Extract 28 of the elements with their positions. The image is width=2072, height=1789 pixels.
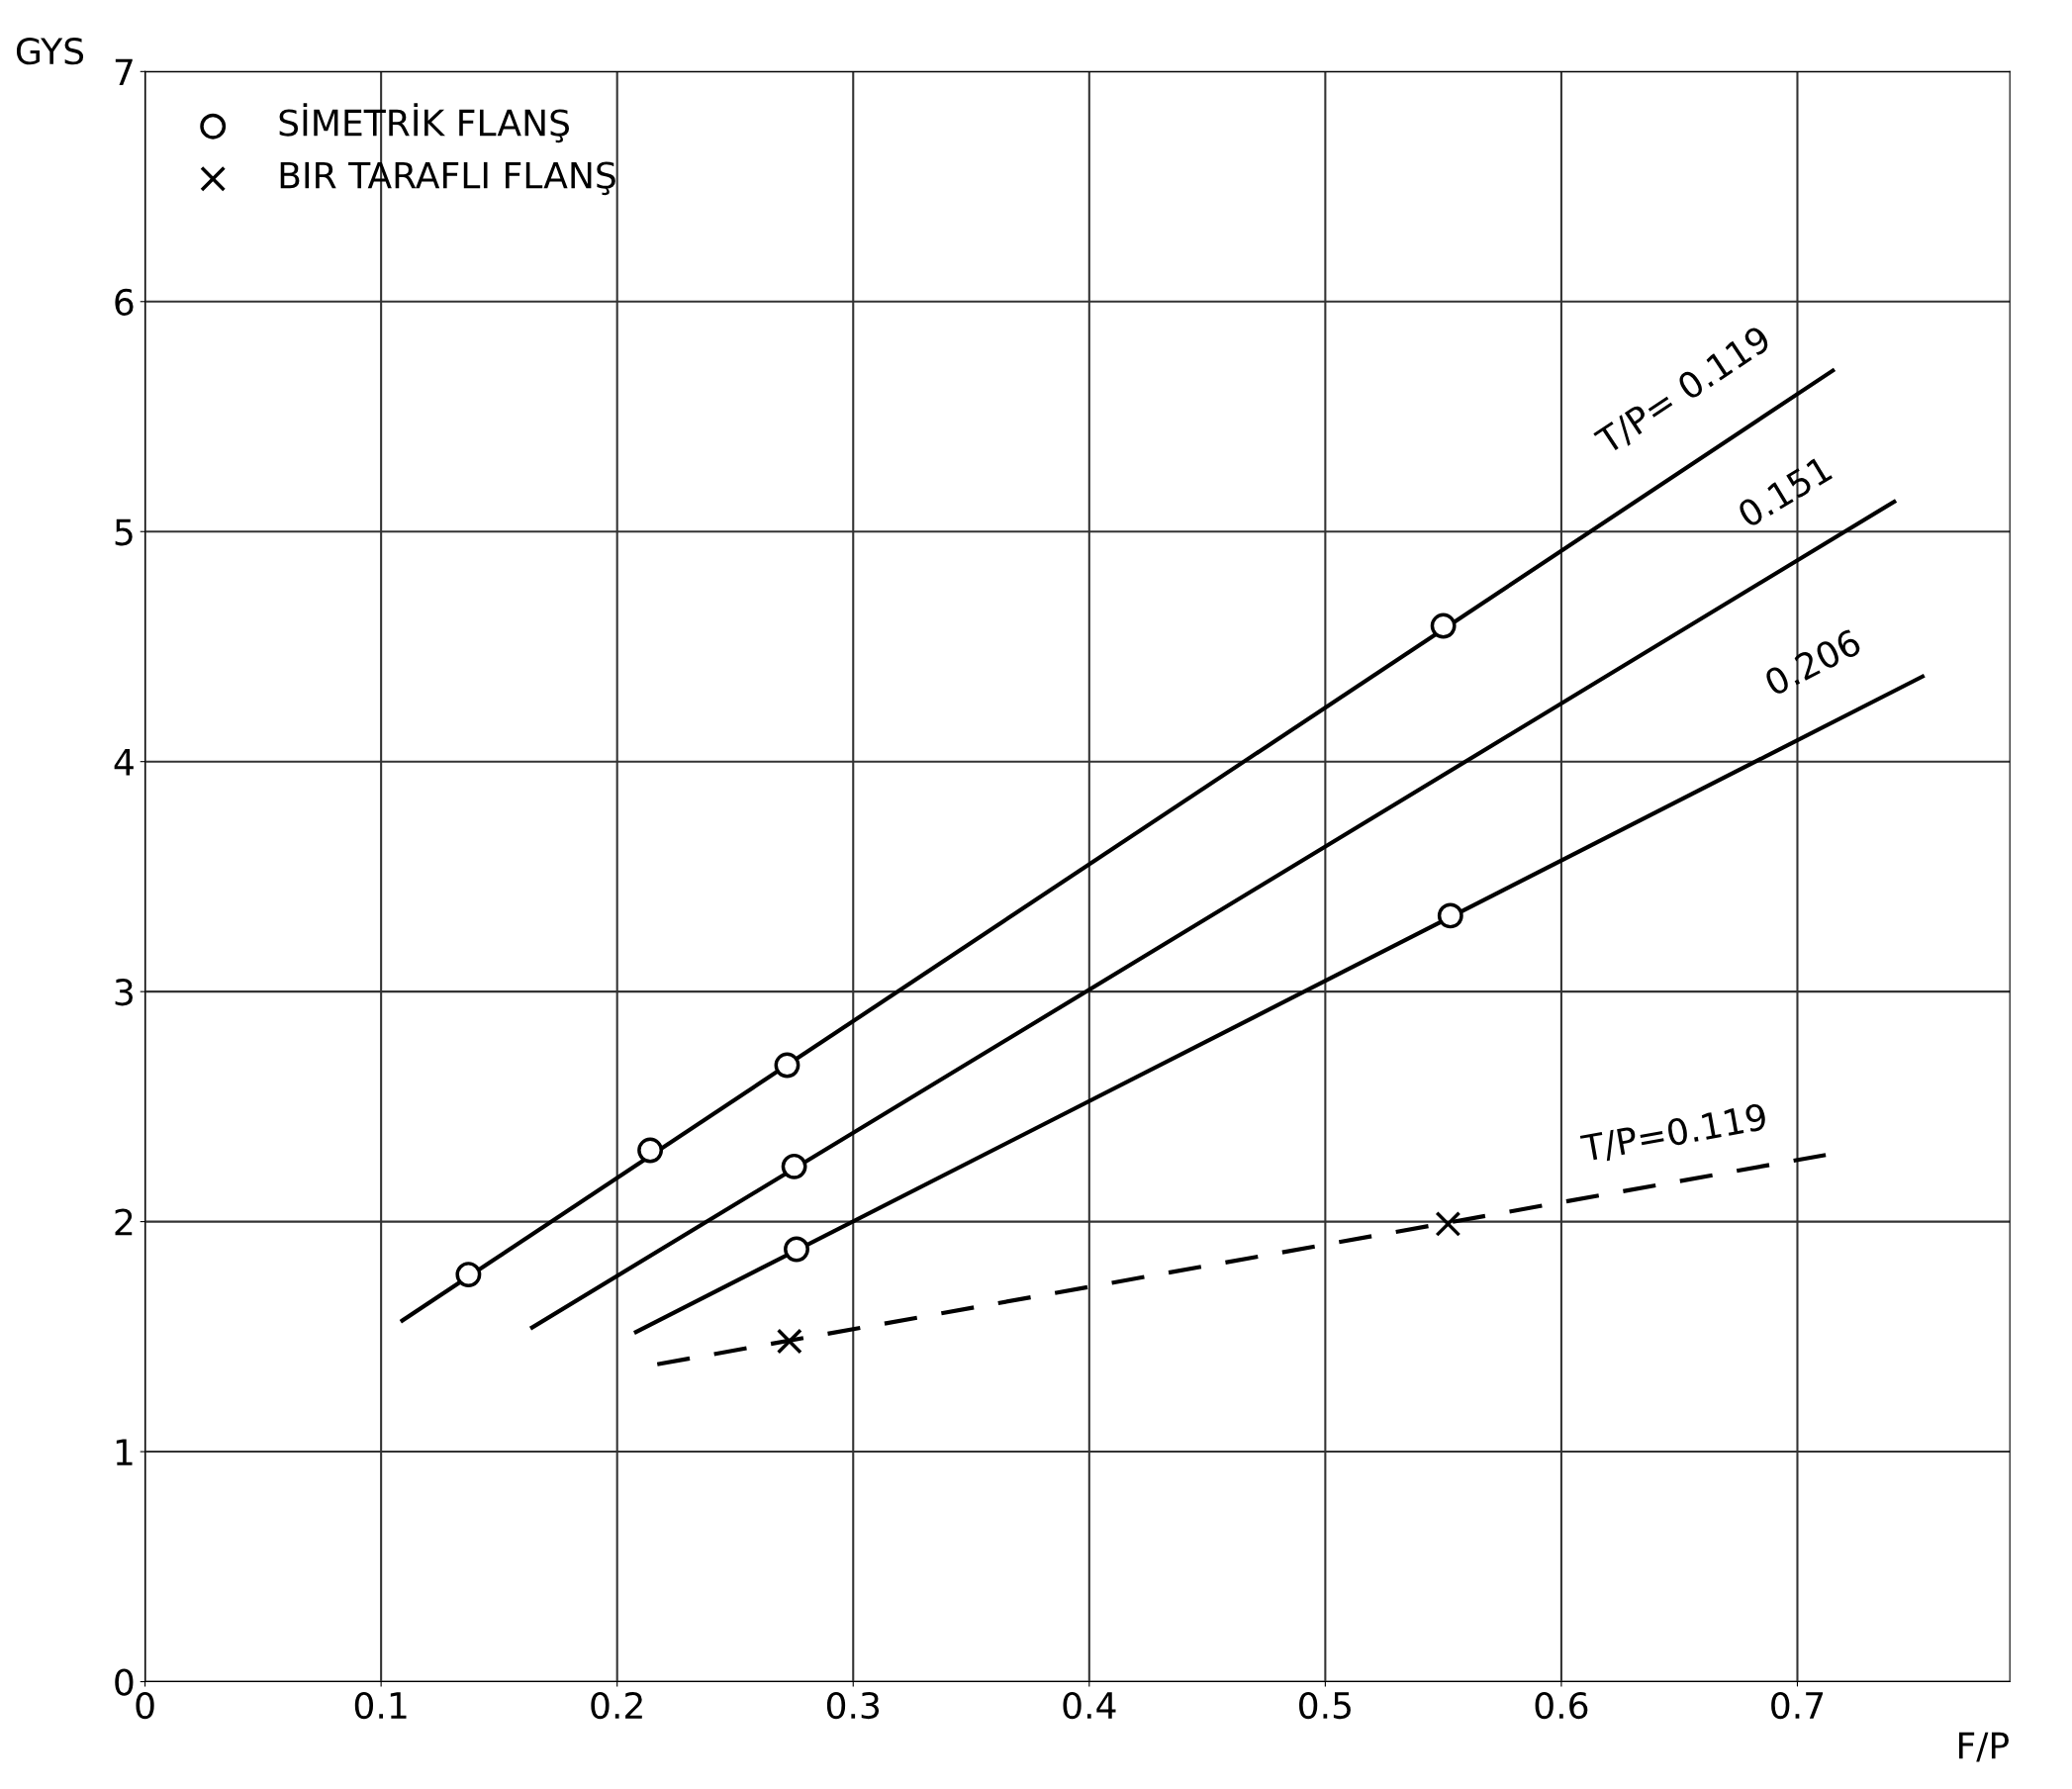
text: T/P=0.119 — [1579, 1102, 1768, 1166]
point — [1430, 612, 1457, 639]
y-axis-title: GYS — [16, 38, 84, 65]
x-axis-title: F/P — [1959, 1732, 2009, 1762]
y-tick-label: 4 — [114, 749, 134, 776]
y-tick-label: 2 — [115, 1208, 133, 1236]
x-tick-label: 0.5 — [1299, 1691, 1351, 1720]
y-tick-label: 0 — [115, 1668, 134, 1696]
x-tick-label: 0.3 — [826, 1691, 880, 1720]
point — [637, 1137, 664, 1164]
x-tick-label: 0.1 — [354, 1691, 407, 1720]
y-tick-label: 5 — [115, 518, 133, 546]
point — [781, 1153, 807, 1179]
point — [455, 1262, 482, 1288]
y-tick-label: 7 — [115, 58, 133, 86]
x-tick-label: 0.4 — [1063, 1691, 1116, 1720]
x-tick-label: 0.7 — [1771, 1691, 1824, 1720]
x-tick-label: 0.2 — [591, 1691, 642, 1720]
point — [1437, 902, 1463, 929]
y-tick-label: 6 — [115, 288, 134, 317]
point — [776, 1328, 802, 1355]
point — [774, 1052, 801, 1079]
x-tick-label: 0.6 — [1535, 1691, 1588, 1720]
x-tick-label: 0 — [136, 1691, 154, 1720]
point — [1435, 1210, 1461, 1237]
y-tick-label: 1 — [116, 1439, 133, 1465]
y-tick-label: 3 — [115, 979, 133, 1006]
point — [784, 1236, 809, 1263]
